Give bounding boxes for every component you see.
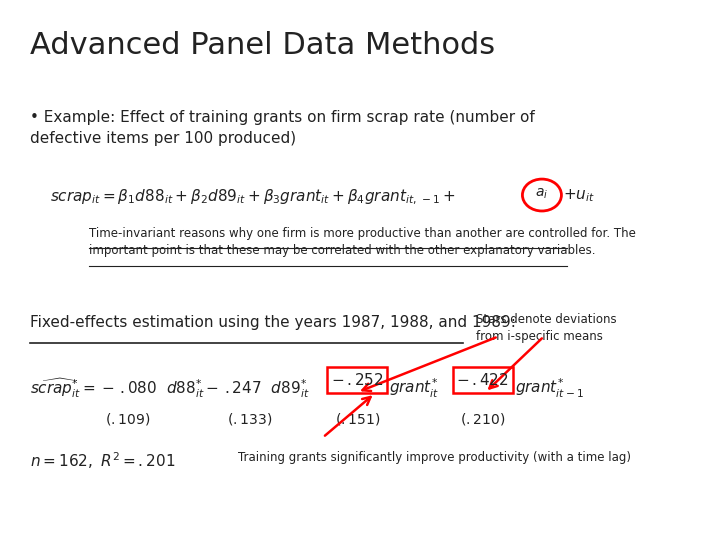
- Text: $n = 162,\ R^2 = .201$: $n = 162,\ R^2 = .201$: [30, 451, 176, 471]
- Text: $s\widehat{crap}_{it}^{*} = -\,.080\ \ d88_{it}^{*}-\,.247\ \ d89_{it}^{*}$: $s\widehat{crap}_{it}^{*} = -\,.080\ \ d…: [30, 376, 310, 400]
- Text: Stars denote deviations
from i-specific means: Stars denote deviations from i-specific …: [476, 313, 616, 342]
- Text: $-\,.422$: $-\,.422$: [456, 372, 509, 388]
- Text: $grant_{it-1}^{*}$: $grant_{it-1}^{*}$: [515, 376, 583, 400]
- Text: $(.210)$: $(.210)$: [460, 411, 505, 427]
- Text: $scrap_{it} = \beta_1 d88_{it} + \beta_2 d89_{it} + \beta_3 grant_{it} + \beta_4: $scrap_{it} = \beta_1 d88_{it} + \beta_2…: [50, 187, 456, 207]
- Text: $+ u_{it}$: $+ u_{it}$: [563, 187, 595, 204]
- Text: • Example: Effect of training grants on firm scrap rate (number of
defective ite: • Example: Effect of training grants on …: [30, 111, 535, 146]
- Text: $a_i$: $a_i$: [536, 187, 549, 201]
- Text: $grant_{it}^{*}$: $grant_{it}^{*}$: [389, 376, 439, 400]
- Text: Time-invariant reasons why one firm is more productive than another are controll: Time-invariant reasons why one firm is m…: [89, 227, 636, 258]
- Bar: [453, 367, 513, 393]
- Text: Fixed-effects estimation using the years 1987, 1988, and 1989:: Fixed-effects estimation using the years…: [30, 315, 516, 330]
- Text: Training grants significantly improve productivity (with a time lag): Training grants significantly improve pr…: [238, 451, 631, 464]
- Text: Advanced Panel Data Methods: Advanced Panel Data Methods: [30, 31, 495, 60]
- Text: $(.133)$: $(.133)$: [228, 411, 273, 427]
- Bar: [328, 367, 387, 393]
- Text: $(.109)$: $(.109)$: [105, 411, 150, 427]
- Text: $(.151)$: $(.151)$: [335, 411, 380, 427]
- Text: $-\,.252$: $-\,.252$: [331, 372, 384, 388]
